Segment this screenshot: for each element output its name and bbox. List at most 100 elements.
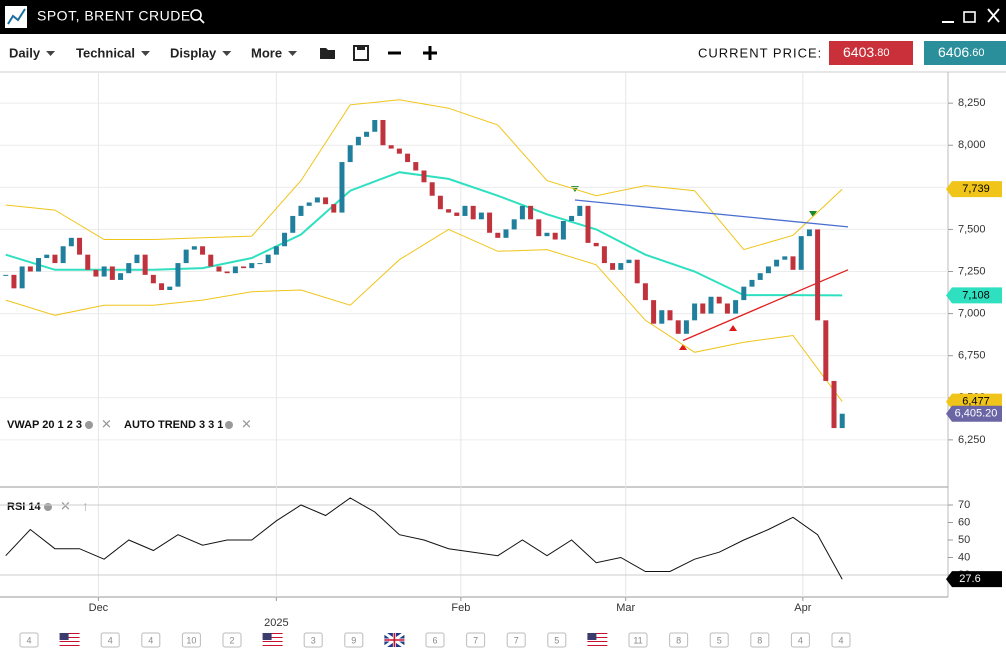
- candle-body: [528, 205, 534, 220]
- price-tag: [946, 287, 1002, 304]
- rsi-tick-label: 50: [958, 534, 970, 546]
- flag-stripe: [59, 645, 80, 646]
- candle-body: [3, 274, 9, 276]
- candle-body: [700, 303, 706, 314]
- event-label: 8: [676, 635, 681, 645]
- event-box[interactable]: [506, 632, 526, 648]
- flag-stripe: [262, 635, 283, 636]
- flag-stripe: [587, 645, 608, 646]
- toolbar-icons[interactable]: [320, 45, 437, 61]
- event-box[interactable]: [303, 632, 323, 648]
- event-box[interactable]: [750, 632, 770, 648]
- candle-body: [273, 246, 279, 255]
- event-box[interactable]: [344, 632, 364, 648]
- candle-body: [716, 296, 722, 304]
- event-box[interactable]: [141, 632, 161, 648]
- rsi-line: [5, 497, 843, 580]
- candle-body: [388, 145, 394, 149]
- event-label: 5: [717, 635, 722, 645]
- event-box[interactable]: [709, 632, 729, 648]
- event-box[interactable]: [831, 632, 851, 648]
- event-flag[interactable]: [587, 633, 608, 646]
- event-box[interactable]: [466, 632, 486, 648]
- rsi-tick-label: 60: [958, 516, 970, 528]
- menu[interactable]: More: [251, 45, 282, 60]
- logo-icon: [7, 8, 26, 25]
- x-tick-label: Apr: [794, 602, 811, 614]
- candle-body: [126, 263, 132, 274]
- candle-body: [77, 237, 83, 255]
- candle-body: [806, 229, 812, 237]
- price-tag: [946, 393, 1002, 410]
- event-flag[interactable]: [262, 633, 283, 646]
- flag-stripe: [587, 637, 608, 638]
- candle-body: [19, 266, 25, 289]
- band-line: [5, 228, 843, 402]
- menu[interactable]: Display: [170, 45, 217, 60]
- event-box[interactable]: [100, 632, 120, 648]
- candle-body: [85, 254, 91, 270]
- candle-body: [642, 283, 648, 301]
- price-label: CURRENT PRICE:: [698, 45, 822, 60]
- search[interactable]: [190, 9, 205, 24]
- candle-body: [175, 263, 181, 287]
- rsi-tick-label: 70: [958, 499, 970, 511]
- indicator-label: VWAP 20 1 2 3: [7, 419, 82, 431]
- flag-stripe: [262, 645, 283, 646]
- event-box[interactable]: [222, 632, 242, 648]
- event-box[interactable]: [547, 632, 567, 648]
- svg-text:↑: ↑: [82, 498, 89, 513]
- candle-body: [224, 271, 230, 274]
- event-box[interactable]: [425, 632, 445, 648]
- popout[interactable]: [963, 11, 976, 23]
- candle-body: [298, 205, 304, 216]
- flag-stripe: [587, 633, 608, 634]
- flag-stripe: [262, 641, 283, 642]
- ask-box[interactable]: [924, 41, 1006, 65]
- menu[interactable]: Daily: [9, 45, 41, 60]
- candle-body: [593, 242, 599, 247]
- candle-body: [290, 215, 296, 233]
- flag-stripe: [59, 643, 80, 644]
- event-flag[interactable]: [59, 633, 80, 646]
- logo[interactable]: [5, 6, 27, 28]
- candle-body: [560, 220, 566, 240]
- menu[interactable]: Technical: [76, 45, 135, 60]
- event-box[interactable]: [19, 632, 39, 648]
- close[interactable]: [987, 8, 1000, 23]
- candle-body: [511, 219, 517, 230]
- candle-body: [470, 205, 476, 220]
- trend-line: [682, 269, 849, 342]
- candle-body: [232, 266, 238, 274]
- flag-stripe: [587, 643, 608, 644]
- event-box[interactable]: [669, 632, 689, 648]
- candle-body: [446, 209, 452, 213]
- candle-body: [249, 263, 255, 269]
- bid-box[interactable]: [829, 41, 913, 65]
- candle-body: [831, 380, 837, 429]
- flag-stripe: [262, 633, 283, 634]
- candle-body: [36, 258, 42, 272]
- candle-body: [462, 205, 468, 216]
- event-flag[interactable]: [383, 631, 406, 649]
- candle-body: [675, 320, 681, 334]
- candle-body: [692, 303, 698, 321]
- y-tick-label: 7,000: [958, 307, 986, 319]
- candle-body: [421, 170, 427, 183]
- candle-body: [610, 263, 616, 270]
- event-label: 4: [838, 635, 843, 645]
- candle-body: [52, 254, 58, 264]
- candle-body: [109, 266, 115, 280]
- event-box[interactable]: [790, 632, 810, 648]
- indicator-tools[interactable]: ✕ ✕ ✕ ↑: [44, 416, 252, 513]
- event-box[interactable]: [181, 632, 201, 648]
- candle-body: [618, 263, 624, 270]
- candle-body: [101, 266, 107, 277]
- flag-stripe: [262, 643, 283, 644]
- candle-body: [44, 254, 50, 259]
- candle-body: [659, 310, 665, 324]
- plot: [0, 72, 948, 597]
- event-box[interactable]: [628, 632, 648, 648]
- flag-stripe: [59, 639, 80, 640]
